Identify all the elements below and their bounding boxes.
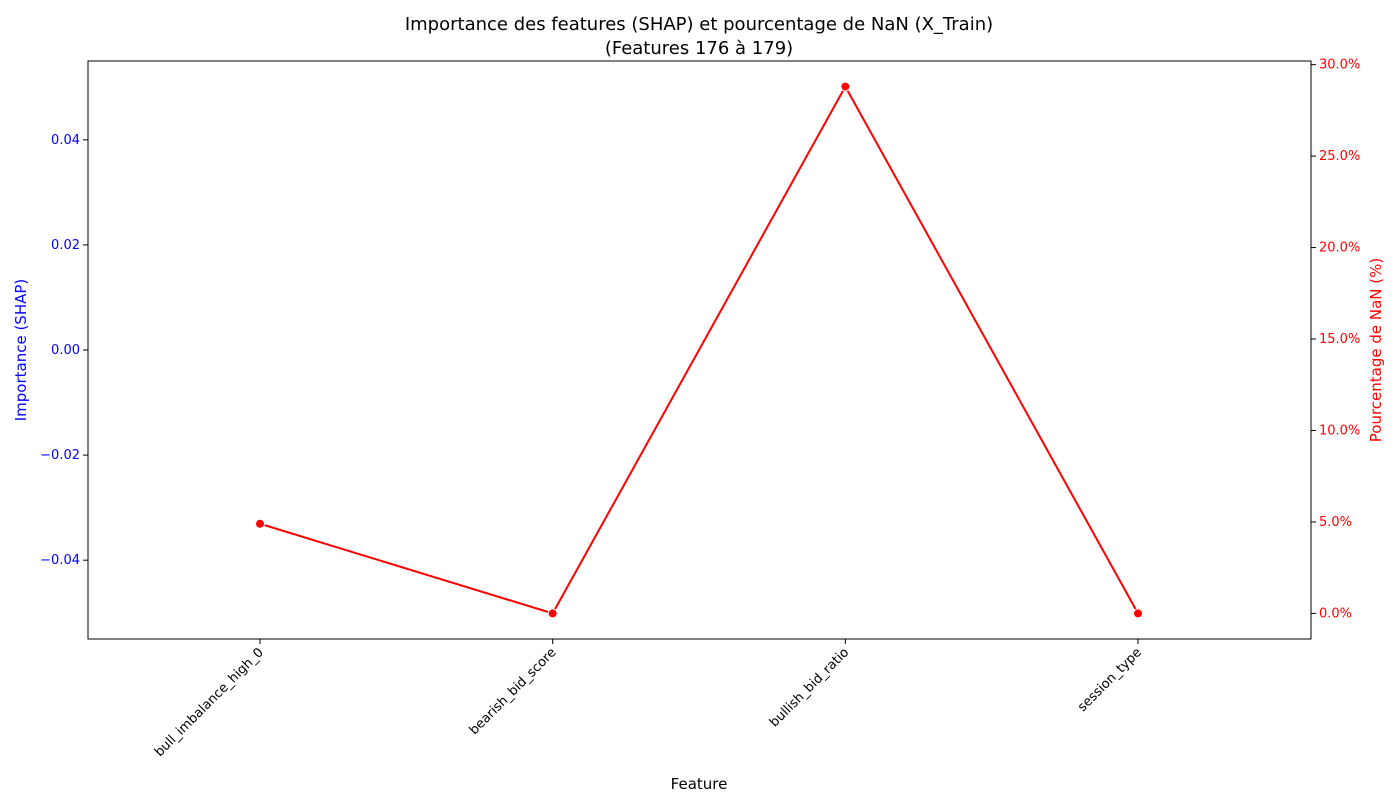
chart-subtitle: (Features 176 à 179) bbox=[605, 38, 793, 59]
right-y-tick-label: 25.0% bbox=[1319, 149, 1360, 164]
left-y-axis-label: Importance (SHAP) bbox=[12, 279, 30, 422]
series-point bbox=[547, 608, 558, 619]
series-point bbox=[1133, 608, 1143, 619]
x-axis: bull_imbalance_high_0 bearish_bid_score bu… bbox=[152, 639, 1145, 760]
left-y-tick-label: 0.04 bbox=[51, 133, 80, 148]
series-line-0 bbox=[259, 84, 1139, 615]
series-point bbox=[840, 81, 851, 92]
chart-title: Importance des features (SHAP) et pource… bbox=[405, 14, 993, 35]
left-y-tick-label: 0.02 bbox=[51, 238, 80, 253]
x-tick-label: bullish_bid_ratio bbox=[767, 645, 852, 730]
x-tick-label: session_type bbox=[1075, 645, 1145, 715]
right-y-tick-label: 20.0% bbox=[1319, 241, 1360, 256]
x-tick-label: bull_imbalance_high_0 bbox=[152, 645, 267, 760]
x-tick-label: bearish_bid_score bbox=[467, 645, 560, 738]
x-axis-label: Feature bbox=[671, 775, 728, 793]
plot-frame bbox=[87, 60, 1312, 640]
right-y-tick-label: 10.0% bbox=[1319, 423, 1360, 438]
series-layer bbox=[255, 81, 1143, 619]
left-y-axis: −0.04 −0.02 0.00 0.02 0.04 bbox=[40, 133, 88, 568]
right-y-tick-label: 30.0% bbox=[1319, 58, 1360, 73]
left-y-tick-label: −0.04 bbox=[40, 553, 80, 568]
series-point bbox=[255, 518, 265, 529]
right-y-tick-label: 0.0% bbox=[1319, 606, 1352, 621]
left-y-tick-label: 0.00 bbox=[51, 343, 80, 358]
left-y-tick-label: −0.02 bbox=[40, 448, 80, 463]
right-y-tick-label: 5.0% bbox=[1319, 515, 1352, 530]
right-y-tick-label: 15.0% bbox=[1319, 332, 1360, 347]
right-y-axis-label: Pourcentage de NaN (%) bbox=[1367, 258, 1385, 442]
right-y-axis: 0.0% 5.0% 10.0% 15.0% 20.0% 25.0% 30.0% bbox=[1311, 58, 1360, 621]
